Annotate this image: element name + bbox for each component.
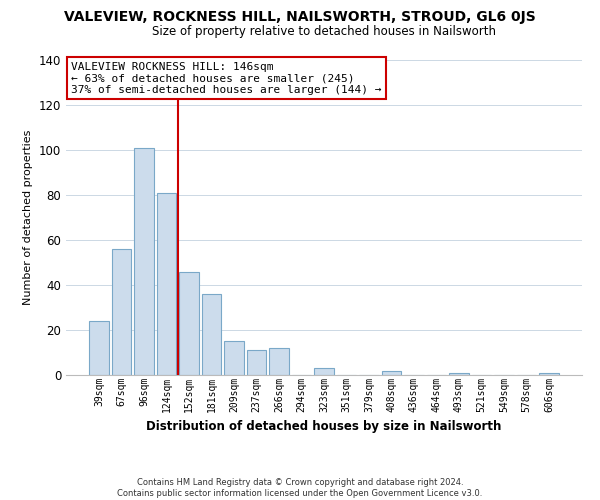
Bar [202, 294, 221, 375]
Bar [269, 348, 289, 375]
Bar [449, 373, 469, 375]
X-axis label: Distribution of detached houses by size in Nailsworth: Distribution of detached houses by size … [146, 420, 502, 433]
Bar [112, 249, 131, 375]
Bar [179, 272, 199, 375]
Bar [539, 373, 559, 375]
Bar [89, 321, 109, 375]
Text: Contains HM Land Registry data © Crown copyright and database right 2024.
Contai: Contains HM Land Registry data © Crown c… [118, 478, 482, 498]
Bar [224, 341, 244, 375]
Text: VALEVIEW ROCKNESS HILL: 146sqm
← 63% of detached houses are smaller (245)
37% of: VALEVIEW ROCKNESS HILL: 146sqm ← 63% of … [71, 62, 382, 95]
Bar [134, 148, 154, 375]
Bar [382, 370, 401, 375]
Title: Size of property relative to detached houses in Nailsworth: Size of property relative to detached ho… [152, 25, 496, 38]
Bar [247, 350, 266, 375]
Text: VALEVIEW, ROCKNESS HILL, NAILSWORTH, STROUD, GL6 0JS: VALEVIEW, ROCKNESS HILL, NAILSWORTH, STR… [64, 10, 536, 24]
Bar [157, 192, 176, 375]
Bar [314, 368, 334, 375]
Y-axis label: Number of detached properties: Number of detached properties [23, 130, 33, 305]
